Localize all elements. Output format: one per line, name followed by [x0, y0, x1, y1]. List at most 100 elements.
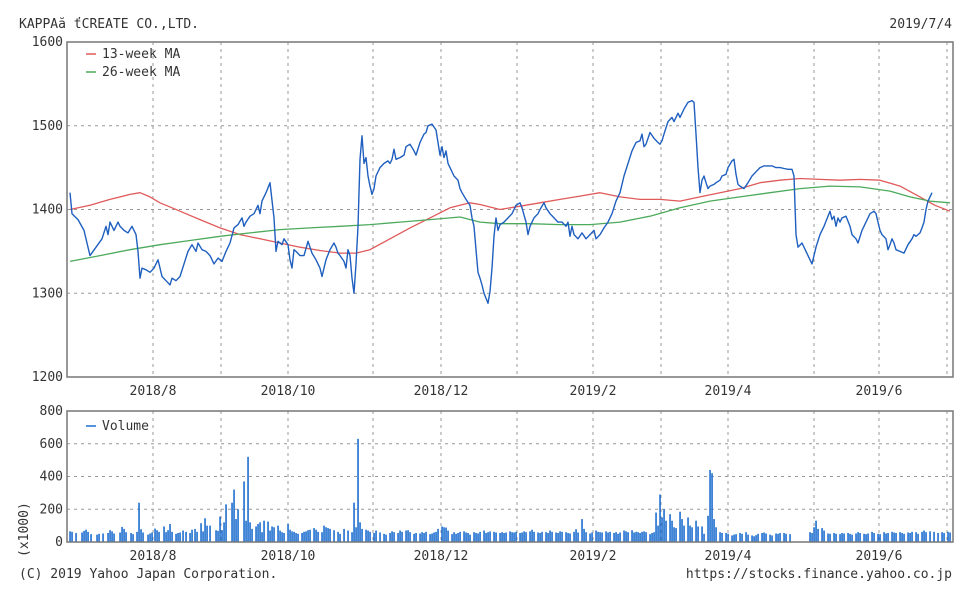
volume-bar [863, 533, 865, 542]
x-tick-label: 2019/6 [856, 549, 903, 564]
volume-bar [879, 534, 881, 542]
volume-bar [823, 530, 825, 542]
volume-bar [771, 535, 773, 542]
volume-bar [111, 531, 113, 542]
volume-bar [293, 531, 295, 542]
volume-bar [469, 534, 471, 542]
volume-bar [477, 533, 479, 542]
volume-bar [351, 532, 353, 542]
volume-bar [151, 532, 153, 542]
volume-bar [206, 525, 208, 542]
volume-bar [895, 532, 897, 542]
volume-bar [413, 533, 415, 542]
volume-bar [113, 533, 115, 542]
volume-bar [90, 534, 92, 542]
volume-bar [281, 532, 283, 542]
volume-bar [721, 532, 723, 542]
volume-bar [409, 532, 411, 542]
volume-bar [583, 528, 585, 542]
volume-bar [123, 528, 125, 542]
volume-bar [273, 527, 275, 542]
volume-bar [715, 527, 717, 542]
volume-bar [185, 531, 187, 542]
volume-bar [735, 534, 737, 542]
volume-bar [431, 533, 433, 542]
legend-label: Volume [102, 419, 149, 434]
volume-bar [741, 533, 743, 542]
volume-bar [451, 534, 453, 542]
legend-label: 13-week MA [102, 47, 180, 62]
volume-bar [415, 532, 417, 542]
volume-bar [499, 532, 501, 542]
volume-bar [833, 532, 835, 542]
volume-bar [783, 532, 785, 542]
volume-bar [655, 512, 657, 542]
copyright-text: (C) 2019 Yahoo Japan Corporation. [19, 567, 278, 582]
volume-bar [747, 534, 749, 542]
volume-bar [719, 532, 721, 542]
volume-bar [295, 532, 297, 542]
volume-bar [365, 529, 367, 542]
volume-bar [505, 532, 507, 542]
volume-bar [599, 532, 601, 542]
volume-bar [523, 531, 525, 542]
volume-bar [745, 532, 747, 542]
volume-bar [659, 494, 661, 542]
volume-bar [154, 528, 156, 542]
x-tick-label: 2018/12 [414, 549, 469, 564]
volume-bar [731, 535, 733, 542]
volume-bar [547, 532, 549, 542]
volume-bar [645, 532, 647, 542]
volume-bar [487, 532, 489, 542]
volume-bar [725, 532, 727, 542]
volume-bar [231, 502, 233, 542]
volume-bar [911, 531, 913, 542]
volume-bar [671, 520, 673, 542]
volume-bar [595, 530, 597, 542]
volume-bar [769, 534, 771, 542]
volume-bar [429, 534, 431, 542]
volume-bar [777, 533, 779, 542]
volume-bar [373, 532, 375, 542]
volume-bar [589, 533, 591, 542]
volume-bar [194, 528, 196, 542]
volume-bar [525, 532, 527, 542]
volume-bar [323, 525, 325, 542]
volume-bar [835, 533, 837, 542]
volume-bar [883, 532, 885, 542]
volume-bar [613, 532, 615, 542]
volume-bar [189, 532, 191, 542]
volume-bar [501, 532, 503, 542]
volume-bar [643, 531, 645, 542]
volume-bar [641, 531, 643, 542]
volume-bar [511, 532, 513, 542]
volume-bar [419, 533, 421, 542]
volume-bar [923, 530, 925, 542]
y-tick-label: 1400 [32, 203, 63, 218]
volume-bar [623, 530, 625, 542]
volume-bar [555, 532, 557, 542]
volume-bar [581, 519, 583, 542]
volume-bar [847, 532, 849, 542]
volume-bar [343, 528, 345, 542]
volume-bar [929, 531, 931, 542]
volume-bar [557, 532, 559, 542]
volume-bar [545, 532, 547, 542]
volume-bar [263, 520, 265, 542]
volume-bar [779, 532, 781, 542]
volume-bar [703, 533, 705, 542]
volume-bar [455, 533, 457, 542]
volume-bar [627, 532, 629, 542]
volume-bar [329, 528, 331, 542]
volume-bar [459, 531, 461, 542]
volume-bar [130, 532, 132, 542]
volume-bar [607, 532, 609, 542]
volume-bar [891, 531, 893, 542]
volume-grid [67, 411, 953, 542]
x-tick-label: 2018/10 [261, 384, 316, 399]
volume-bar [827, 533, 829, 542]
volume-bar [235, 519, 237, 542]
volume-plot-frame [66, 410, 954, 543]
volume-bar [163, 526, 165, 542]
volume-bar [573, 531, 575, 542]
